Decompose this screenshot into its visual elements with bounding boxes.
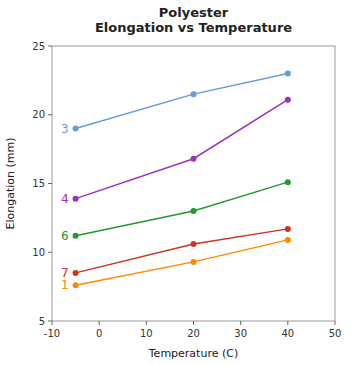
series-labels: 34671 (61, 122, 69, 293)
x-tick-label: 40 (281, 328, 294, 339)
series-label: 1 (61, 278, 69, 292)
y-tick (48, 252, 52, 253)
y-tick-label: 20 (32, 109, 45, 120)
series-line (76, 100, 288, 199)
x-tick-label: 50 (329, 328, 342, 339)
series-point (285, 237, 291, 243)
y-tick (48, 114, 52, 115)
series-point (73, 196, 79, 202)
y-axis-label: Elongation (mm) (4, 137, 17, 229)
y-tick-label: 25 (32, 41, 45, 52)
x-tick-label: 10 (140, 328, 153, 339)
y-tick-label: 5 (39, 316, 45, 327)
series-point (191, 91, 197, 97)
x-tick (240, 321, 241, 325)
series-point (285, 97, 291, 103)
y-tick-label: 10 (32, 247, 45, 258)
series-point (73, 233, 79, 239)
series-line (76, 229, 288, 273)
x-tick-label: 20 (187, 328, 200, 339)
title-line: Elongation vs Temperature (95, 20, 292, 35)
x-tick (335, 321, 336, 325)
series-line (76, 182, 288, 236)
series-point (191, 156, 197, 162)
x-tick (52, 321, 53, 325)
plot-frame (52, 46, 335, 321)
series-point (285, 179, 291, 185)
y-tick (48, 183, 52, 184)
x-tick-label: 0 (96, 328, 102, 339)
y-tick-label: 15 (32, 178, 45, 189)
x-tick-label: -10 (44, 328, 60, 339)
x-tick-label: 30 (234, 328, 247, 339)
y-tick (48, 321, 52, 322)
plot-area (73, 71, 291, 289)
x-tick (146, 321, 147, 325)
series-line (76, 240, 288, 285)
title: PolyesterElongation vs Temperature (95, 5, 292, 35)
series-point (191, 208, 197, 214)
series-label: 4 (61, 192, 69, 206)
series-point (285, 71, 291, 77)
x-tick (99, 321, 100, 325)
series-label: 3 (61, 122, 69, 136)
series-point (191, 241, 197, 247)
series-point (191, 259, 197, 265)
series-point (73, 270, 79, 276)
series-point (73, 282, 79, 288)
series-point (285, 226, 291, 232)
title-line: Polyester (159, 5, 229, 20)
chart: PolyesterElongation vs Temperature -10 0 10… (0, 0, 350, 365)
series-label: 6 (61, 229, 69, 243)
y-tick (48, 46, 52, 47)
series-point (73, 126, 79, 132)
x-axis-label: Temperature (C) (148, 347, 238, 360)
x-tick (287, 321, 288, 325)
x-tick (193, 321, 194, 325)
